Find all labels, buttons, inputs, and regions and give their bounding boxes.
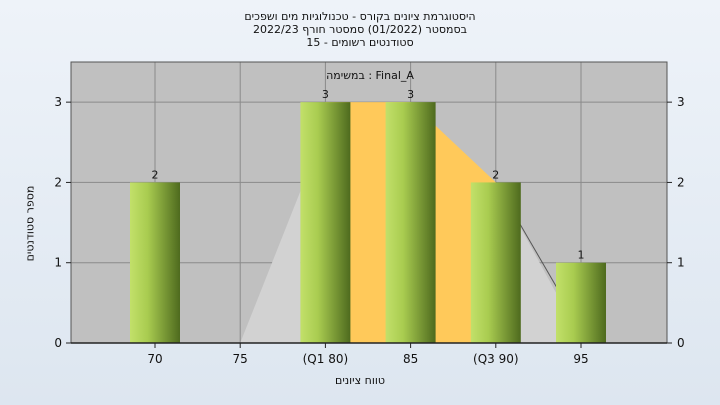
annotation-label: במשימה : Final_A (326, 69, 414, 82)
y-tick-label-right: 0 (677, 336, 685, 350)
x-tick-label: (Q1 80) (303, 352, 349, 366)
bar (130, 182, 180, 343)
data-label: 2 (152, 168, 159, 181)
whisker-area-left (240, 191, 301, 343)
y-tick-label-right: 2 (677, 175, 685, 189)
x-tick-label: (Q3 90) (473, 352, 519, 366)
data-label: 3 (322, 88, 329, 101)
data-label: 2 (492, 168, 499, 181)
x-tick-label: 70 (147, 352, 162, 366)
chart-title-line-3: סטודנטים רשומים - 15 (306, 36, 414, 49)
data-label: 3 (407, 88, 414, 101)
x-tick-label: 75 (233, 352, 248, 366)
data-label: 1 (578, 249, 585, 262)
x-tick-label: 85 (403, 352, 418, 366)
y-tick-label-right: 1 (677, 256, 685, 270)
x-tick-label: 95 (573, 352, 588, 366)
y-axis-title: מספר סטודנטים (23, 185, 37, 262)
bar (300, 102, 351, 344)
y-tick-label-left: 2 (54, 175, 62, 189)
y-tick-label-left: 3 (54, 95, 62, 109)
bar (556, 262, 606, 343)
chart-title-line-1: היסטוגרמת ציונים בקורס - טכנולוגיות מים … (244, 10, 476, 23)
bar (470, 182, 521, 343)
y-tick-label-left: 0 (54, 336, 62, 350)
chart-title-line-2: בסמסטר (01/2022) סמסטר חורף 2022/23 (253, 23, 467, 36)
bar (385, 102, 436, 344)
x-axis-title: טווח ציונים (335, 374, 385, 387)
y-tick-label-right: 3 (677, 95, 685, 109)
y-tick-label-left: 1 (54, 256, 62, 270)
